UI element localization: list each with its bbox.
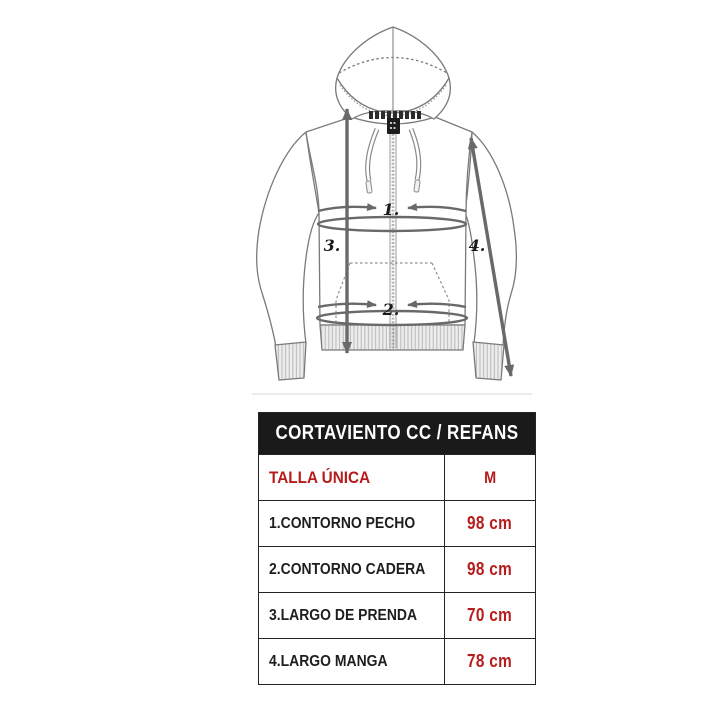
garment-diagram: 1. 2. 3. 4. <box>240 15 540 405</box>
kangaroo-pocket <box>335 262 450 325</box>
measure-value: 70 cm <box>467 605 513 625</box>
measure-name: 3.LARGO DE PRENDA <box>269 606 418 624</box>
measurement-overlays <box>315 108 515 377</box>
measure-name: 2.CONTORNO CADERA <box>269 560 426 578</box>
size-table-title: CORTAVIENTO CC / REFANS <box>275 422 519 444</box>
size-table: CORTAVIENTO CC / REFANS TALLA ÚNICA M 1.… <box>258 412 536 685</box>
table-row-chest: 1.CONTORNO PECHO 98 cm <box>259 500 535 546</box>
right-cuff <box>472 341 505 381</box>
measure-value: 98 cm <box>467 559 513 579</box>
table-row-hip: 2.CONTORNO CADERA 98 cm <box>259 546 535 592</box>
measure-name: 4.LARGO MANGA <box>269 652 388 670</box>
measure-label-sleeve: 4. <box>469 236 486 255</box>
size-table-header: CORTAVIENTO CC / REFANS <box>259 413 535 454</box>
size-name-cell: TALLA ÚNICA <box>259 455 445 500</box>
table-row-sleeve: 4.LARGO MANGA 78 cm <box>259 638 535 684</box>
zipper-garage <box>387 118 400 134</box>
chest-girth-ellipse <box>316 215 468 233</box>
measure-label-hip: 2. <box>382 300 400 319</box>
measure-value: 78 cm <box>467 651 513 671</box>
left-sleeve <box>256 131 320 348</box>
measure-label-chest: 1. <box>383 200 400 219</box>
table-row-length: 3.LARGO DE PRENDA 70 cm <box>259 592 535 638</box>
size-value-cell: M <box>483 467 497 487</box>
left-cuff <box>274 341 307 381</box>
drawstrings <box>365 128 422 194</box>
sleeve-arrow <box>467 137 515 377</box>
zipper-garage-detail <box>390 122 397 129</box>
measure-label-length: 3. <box>324 236 341 255</box>
table-row-size: TALLA ÚNICA M <box>259 454 535 500</box>
hip-girth-ellipse <box>315 309 469 327</box>
hoodie-technical-drawing: 1. 2. 3. 4. <box>252 26 532 395</box>
measure-value: 98 cm <box>467 513 513 533</box>
zipper <box>389 134 397 348</box>
measure-name: 1.CONTORNO PECHO <box>269 514 416 532</box>
